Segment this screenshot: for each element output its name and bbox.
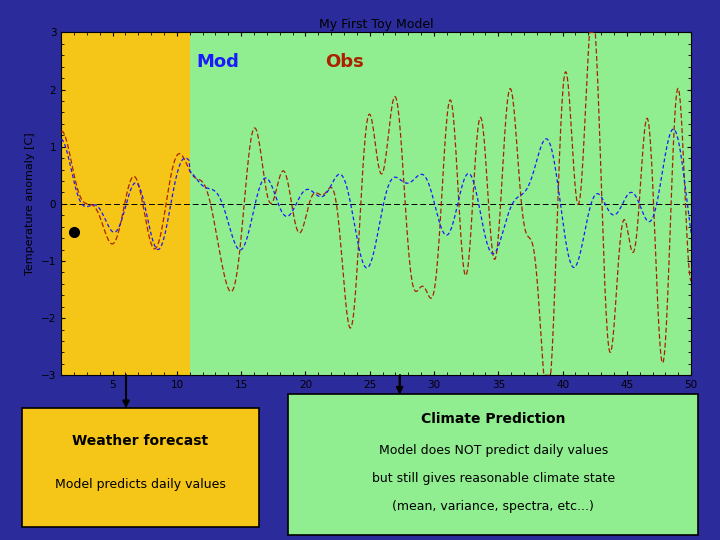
Bar — [61, 32, 190, 375]
Text: Obs: Obs — [325, 53, 364, 71]
Bar — [190, 32, 691, 375]
Text: but still gives reasonable climate state: but still gives reasonable climate state — [372, 472, 615, 485]
Text: Climate Prediction: Climate Prediction — [421, 413, 565, 427]
Text: Model does NOT predict daily values: Model does NOT predict daily values — [379, 444, 608, 457]
Text: Model predicts daily values: Model predicts daily values — [55, 478, 226, 491]
X-axis label: Time [Days]: Time [Days] — [341, 396, 412, 409]
Text: Mod: Mod — [196, 53, 239, 71]
Y-axis label: Temperature anomaly [C]: Temperature anomaly [C] — [25, 132, 35, 275]
Text: Weather forecast: Weather forecast — [72, 434, 209, 448]
Title: My First Toy Model: My First Toy Model — [319, 18, 433, 31]
Text: (mean, variance, spectra, etc...): (mean, variance, spectra, etc...) — [392, 500, 594, 513]
